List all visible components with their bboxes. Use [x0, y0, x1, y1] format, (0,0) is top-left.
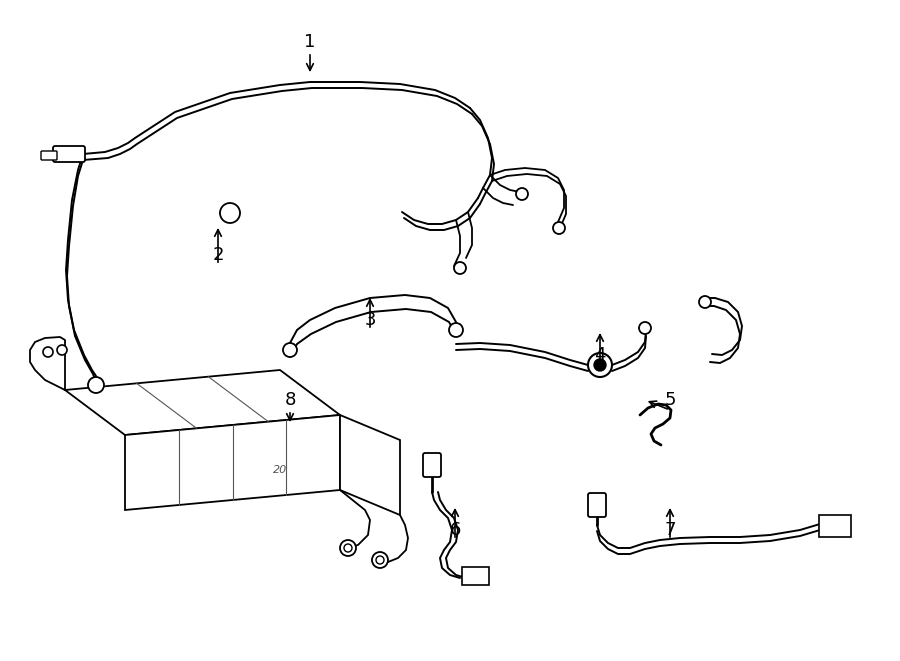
Circle shape [454, 262, 466, 274]
Text: 3: 3 [364, 311, 376, 329]
FancyBboxPatch shape [53, 146, 85, 162]
Circle shape [588, 353, 612, 377]
FancyBboxPatch shape [462, 567, 489, 585]
FancyBboxPatch shape [41, 151, 57, 160]
Circle shape [220, 203, 240, 223]
Text: 1: 1 [304, 33, 316, 51]
Circle shape [344, 544, 352, 552]
Circle shape [516, 188, 528, 200]
Text: 7: 7 [664, 521, 676, 539]
FancyBboxPatch shape [819, 515, 851, 537]
Polygon shape [125, 415, 340, 510]
Circle shape [340, 540, 356, 556]
Polygon shape [340, 415, 400, 515]
Circle shape [283, 343, 297, 357]
Text: 20: 20 [273, 465, 287, 475]
Circle shape [88, 377, 104, 393]
Circle shape [639, 322, 651, 334]
Circle shape [449, 323, 463, 337]
FancyBboxPatch shape [588, 493, 606, 517]
Circle shape [372, 552, 388, 568]
Text: 8: 8 [284, 391, 296, 409]
Polygon shape [65, 370, 340, 435]
Text: 4: 4 [594, 346, 606, 364]
Circle shape [553, 222, 565, 234]
FancyBboxPatch shape [423, 453, 441, 477]
Circle shape [43, 347, 53, 357]
Circle shape [594, 359, 606, 371]
Text: 6: 6 [449, 521, 461, 539]
Circle shape [699, 296, 711, 308]
Text: 2: 2 [212, 246, 224, 264]
Text: 5: 5 [664, 391, 676, 409]
Circle shape [376, 556, 384, 564]
Circle shape [57, 345, 67, 355]
